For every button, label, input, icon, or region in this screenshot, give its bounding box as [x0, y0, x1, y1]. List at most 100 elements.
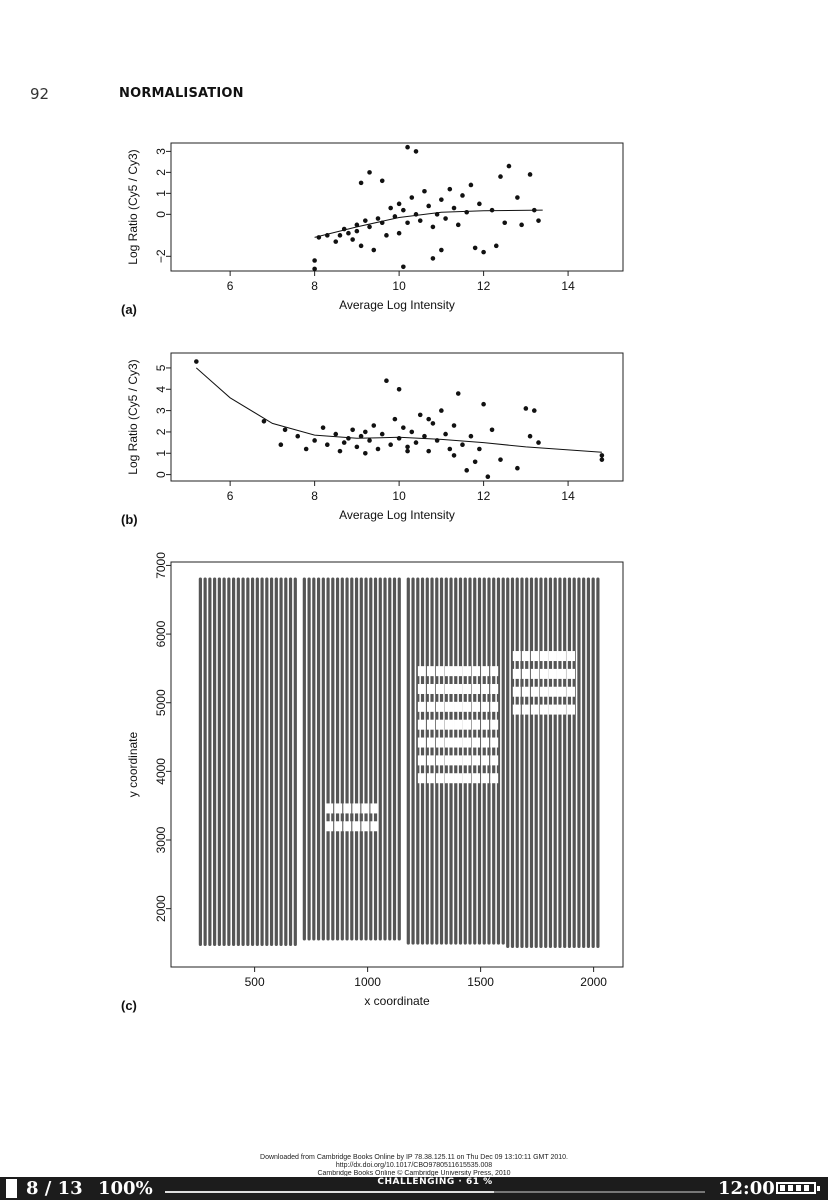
battery-level-bar: [804, 1185, 809, 1191]
data-point: [320, 425, 326, 430]
y-tick-label: 5: [154, 364, 168, 371]
doi-link[interactable]: http://dx.doi.org/10.1017/CBO97805116155…: [335, 1162, 493, 1169]
gap-mark: [370, 803, 379, 814]
data-point: [489, 207, 495, 213]
gap-mark: [539, 651, 548, 662]
gap-mark: [548, 704, 557, 715]
bookmark-marker: [6, 1179, 17, 1198]
gap-mark: [435, 737, 444, 748]
reading-progress-fill: [165, 1191, 495, 1193]
data-point: [405, 444, 410, 450]
gap-mark: [512, 668, 521, 679]
data-point: [371, 423, 377, 428]
data-point: [413, 149, 419, 154]
gap-mark: [343, 821, 352, 832]
gap-mark: [463, 755, 472, 766]
panel-label: (a): [121, 302, 137, 317]
gap-mark: [361, 821, 370, 832]
gap-mark: [472, 701, 481, 712]
gap-mark: [521, 668, 530, 679]
data-point: [439, 408, 444, 413]
data-point: [468, 433, 474, 439]
gap-mark: [521, 651, 530, 662]
data-point: [303, 446, 309, 452]
print-tip-block: [506, 577, 600, 949]
gap-mark: [481, 683, 490, 694]
gap-mark: [490, 755, 499, 766]
data-point: [422, 188, 427, 194]
book-title-progress: CHALLENGING · 61 %: [377, 1177, 493, 1187]
gap-mark: [463, 737, 472, 748]
x-axis-label: Average Log Intensity: [339, 298, 455, 312]
gap-mark: [557, 651, 566, 662]
gap-mark: [444, 755, 453, 766]
missing-spots: [417, 666, 499, 784]
gap-mark: [521, 704, 530, 715]
spot-columns: [198, 577, 600, 949]
gap-mark: [481, 666, 490, 677]
page-number: 92: [30, 85, 50, 103]
gap-mark: [512, 704, 521, 715]
data-point: [396, 201, 402, 207]
gap-mark: [454, 719, 463, 730]
data-point: [379, 431, 385, 437]
data-point: [417, 412, 423, 418]
data-point: [527, 172, 533, 177]
data-point: [354, 228, 360, 234]
print-tip-block: [302, 577, 401, 941]
data-point: [523, 406, 529, 411]
y-tick-label: 4000: [154, 758, 168, 785]
data-point: [367, 224, 372, 230]
data-point: [531, 408, 537, 413]
data-point: [481, 401, 486, 407]
data-point: [371, 247, 377, 253]
data-point: [392, 214, 398, 219]
gap-mark: [567, 668, 576, 679]
gap-mark: [417, 755, 426, 766]
gap-mark: [521, 686, 530, 697]
x-tick-label: 6: [227, 279, 234, 293]
data-point: [455, 222, 461, 228]
gap-mark: [435, 719, 444, 730]
data-point: [536, 218, 541, 223]
data-point: [312, 266, 317, 272]
reader-status-bar: 8 / 13 100% CHALLENGING · 61 % 12:00: [0, 1177, 828, 1200]
data-point: [455, 391, 461, 396]
y-tick-label: 0: [154, 211, 168, 218]
x-tick-label: 14: [561, 279, 575, 293]
data-point: [405, 448, 410, 454]
y-tick-label: 2: [154, 169, 168, 176]
data-point: [422, 433, 427, 439]
data-point: [358, 243, 364, 249]
data-point: [295, 433, 301, 439]
y-tick-label: −2: [154, 249, 168, 263]
gap-mark: [454, 755, 463, 766]
gap-mark: [426, 755, 435, 766]
x-tick-label: 2000: [580, 975, 607, 989]
gap-mark: [530, 686, 539, 697]
gap-mark: [444, 737, 453, 748]
gap-mark: [557, 668, 566, 679]
data-point: [498, 457, 503, 462]
gap-mark: [426, 666, 435, 677]
data-point: [333, 431, 339, 437]
gap-mark: [512, 651, 521, 662]
data-point: [312, 438, 317, 443]
x-tick-label: 8: [311, 279, 318, 293]
gap-mark: [472, 666, 481, 677]
data-point: [515, 195, 520, 200]
data-point: [460, 193, 465, 198]
gap-mark: [325, 803, 334, 814]
y-axis-label: Log Ratio (Cy5 / Cy3): [126, 359, 140, 474]
data-point: [388, 205, 393, 211]
reading-progress-bar[interactable]: [165, 1191, 705, 1193]
x-axis-label: x coordinate: [364, 994, 430, 1008]
plot-frame: [170, 142, 624, 272]
data-point: [358, 433, 364, 439]
zoom-level[interactable]: 100%: [98, 1178, 153, 1199]
x-tick-label: 14: [561, 489, 575, 503]
gap-mark: [454, 701, 463, 712]
gap-mark: [444, 701, 453, 712]
data-point: [354, 222, 360, 228]
x-tick-label: 1500: [467, 975, 494, 989]
